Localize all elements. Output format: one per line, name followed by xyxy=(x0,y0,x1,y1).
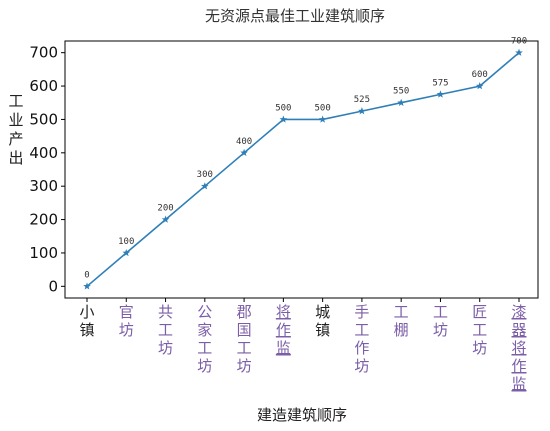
data-label: 600 xyxy=(472,70,488,80)
y-axis-label-char: 业 xyxy=(8,111,23,129)
x-tick-label: 手工作坊 xyxy=(354,303,369,375)
chart-title: 无资源点最佳工业建筑顺序 xyxy=(205,7,385,25)
x-tick-label: 城镇 xyxy=(315,303,330,339)
data-label: 200 xyxy=(157,204,173,214)
data-label: 700 xyxy=(511,37,527,47)
x-tick-label: 工坊 xyxy=(433,303,448,339)
data-label: 575 xyxy=(432,78,448,88)
x-tick-label: 匠工坊 xyxy=(472,303,487,357)
data-label: 0 xyxy=(84,270,89,280)
x-tick-label: 官坊 xyxy=(119,303,134,339)
data-label: 550 xyxy=(393,87,409,97)
data-point xyxy=(436,90,445,98)
data-labels: 0 100 200 300 400 500 500 525 550 575 600 700 xyxy=(84,37,527,281)
y-tick-label: 200 xyxy=(29,211,58,229)
data-point xyxy=(397,98,405,106)
data-point xyxy=(201,182,209,190)
data-label: 400 xyxy=(236,137,252,147)
y-tick-label: 700 xyxy=(29,44,58,62)
y-tick-label: 300 xyxy=(29,177,58,195)
plot-frame xyxy=(64,40,539,299)
y-axis-label-char: 工 xyxy=(8,92,23,110)
data-label: 500 xyxy=(275,103,291,113)
data-point xyxy=(358,107,366,115)
x-tick-label: 将作监 xyxy=(276,303,291,357)
y-axis-label-char: 产 xyxy=(8,130,23,148)
data-point xyxy=(318,115,327,123)
x-tick-label: 小镇 xyxy=(79,303,94,339)
data-point xyxy=(475,82,484,90)
x-axis-label: 建造建筑顺序 xyxy=(257,406,347,424)
x-tick-label: 郡国工坊 xyxy=(237,303,252,375)
series-markers xyxy=(83,48,523,290)
y-tick-label: 500 xyxy=(29,110,58,128)
y-axis-label-char: 出 xyxy=(8,149,23,167)
series-line xyxy=(86,52,520,287)
data-point xyxy=(240,148,248,157)
x-tick-label: 共工坊 xyxy=(158,303,173,357)
data-label: 100 xyxy=(118,237,134,247)
data-point xyxy=(122,248,131,257)
data-point xyxy=(83,282,91,290)
data-label: 500 xyxy=(315,103,331,113)
data-label: 525 xyxy=(354,95,370,105)
x-tick-label: 漆器将作监 xyxy=(511,303,526,393)
y-tick-label: 600 xyxy=(29,77,58,95)
y-axis: 0 100 200 300 400 500 600 700 xyxy=(29,44,65,295)
y-tick-label: 100 xyxy=(29,244,58,262)
y-tick-label: 0 xyxy=(48,277,58,295)
data-point xyxy=(161,215,170,223)
x-tick-label: 工棚 xyxy=(394,303,409,339)
data-point xyxy=(515,48,523,56)
data-label: 300 xyxy=(197,170,213,180)
y-tick-label: 400 xyxy=(29,144,58,162)
x-tick-label: 公家工坊 xyxy=(197,303,212,375)
data-point xyxy=(279,115,288,123)
